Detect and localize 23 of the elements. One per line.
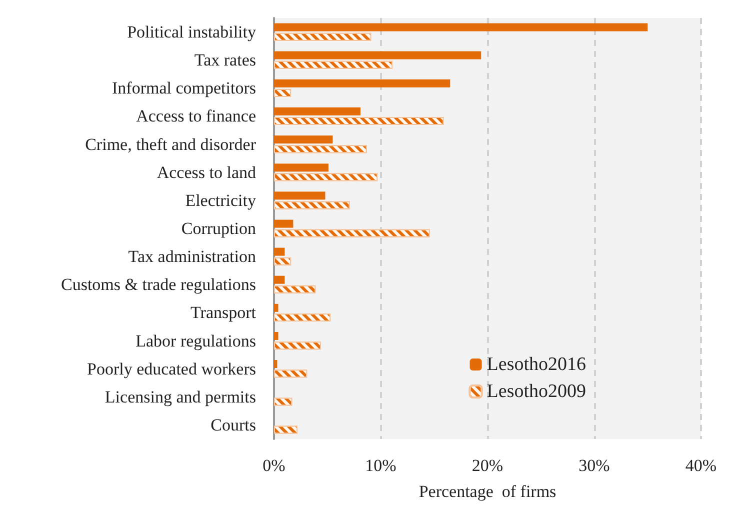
- y-tick-label: Labor regulations: [136, 331, 256, 350]
- x-tick-label: 30%: [578, 456, 610, 475]
- y-tick-label: Poorly educated workers: [86, 359, 256, 378]
- y-tick-label: Access to finance: [136, 106, 256, 126]
- y-tick-label: Licensing and permits: [104, 387, 256, 406]
- y-tick-label: Tax administration: [128, 247, 256, 266]
- x-tick-label: 40%: [685, 456, 717, 475]
- x-tick-label: 20%: [472, 456, 504, 475]
- x-axis-title: Percentage of firms: [418, 482, 556, 501]
- legend-label: Lesotho2009: [486, 381, 586, 402]
- y-tick-label: Access to land: [156, 162, 256, 182]
- legend-label: Lesotho2016: [486, 354, 586, 375]
- y-tick-label: Political instability: [127, 22, 256, 42]
- y-tick-label: Electricity: [185, 190, 256, 210]
- y-tick-label: Crime, theft and disorder: [85, 134, 256, 154]
- x-tick-label: 10%: [365, 456, 396, 475]
- x-tick-label: 0%: [262, 456, 286, 475]
- y-tick-label: Tax rates: [194, 50, 256, 70]
- y-tick-label: Courts: [210, 415, 256, 434]
- y-tick-label: Informal competitors: [112, 78, 256, 98]
- y-tick-label: Corruption: [181, 219, 256, 238]
- y-tick-label: Customs & trade regulations: [60, 275, 256, 294]
- y-tick-label: Transport: [190, 303, 256, 322]
